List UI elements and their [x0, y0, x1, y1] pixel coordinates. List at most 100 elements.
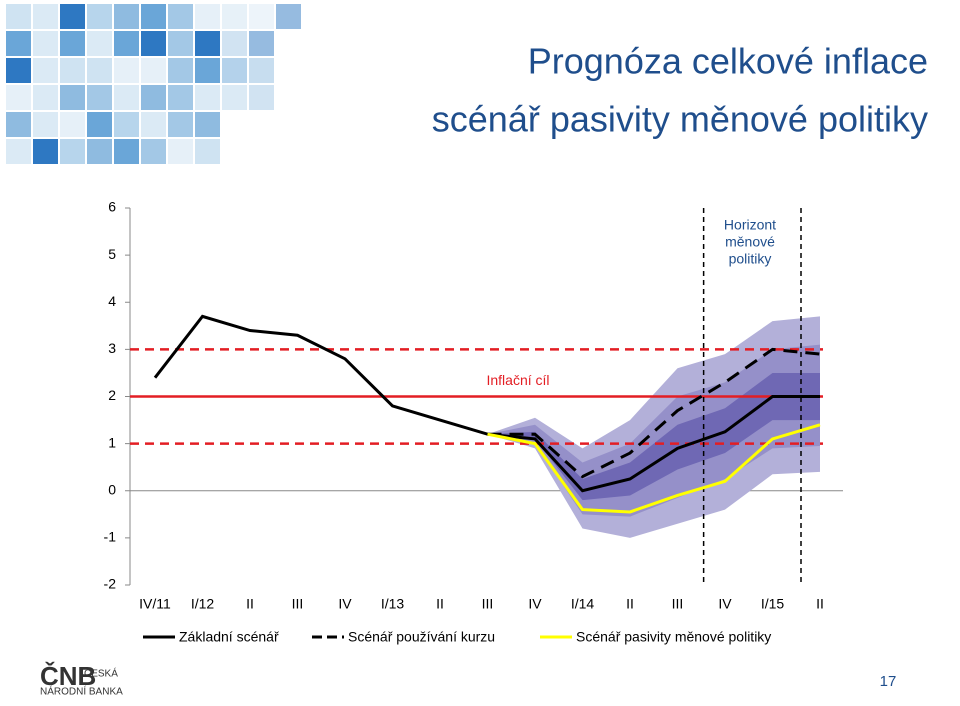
logo-text: ČESKÁ [84, 667, 118, 680]
x-tick-label: III [482, 596, 494, 612]
mosaic-tile [60, 4, 85, 29]
mosaic-tile [168, 85, 193, 110]
mosaic-tile [249, 85, 274, 110]
y-tick-label: 6 [108, 199, 116, 215]
x-tick-label: III [672, 596, 684, 612]
x-tick-label: I/14 [571, 596, 595, 612]
slide-title: Prognóza celkové inflace [528, 41, 928, 82]
mosaic-tile [222, 31, 247, 56]
mosaic-tile [141, 31, 166, 56]
mosaic-tile [114, 85, 139, 110]
mosaic-tile [87, 139, 112, 164]
mosaic-tile [114, 139, 139, 164]
mosaic-tile [33, 31, 58, 56]
mosaic-tile [195, 139, 220, 164]
mosaic-tile [168, 4, 193, 29]
x-tick-label: I/12 [191, 596, 215, 612]
mosaic-tile [114, 58, 139, 83]
mosaic-tile [87, 31, 112, 56]
mosaic-tile [249, 31, 274, 56]
x-tick-label: IV [338, 596, 352, 612]
mosaic-tile [114, 112, 139, 137]
mosaic-tile [33, 85, 58, 110]
mosaic-tile [195, 4, 220, 29]
mosaic-tile [195, 112, 220, 137]
y-tick-label: 2 [108, 387, 116, 403]
y-tick-label: 0 [108, 481, 116, 497]
mosaic-tile [114, 31, 139, 56]
mosaic-tile [6, 58, 31, 83]
logo-text: NÁRODNÍ BANKA [40, 685, 123, 698]
mosaic-tile [222, 85, 247, 110]
mosaic-tile [141, 85, 166, 110]
mosaic-tile [141, 58, 166, 83]
mosaic-tile [141, 139, 166, 164]
mosaic-tile [33, 4, 58, 29]
y-tick-label: -1 [104, 529, 117, 545]
y-tick-label: 4 [108, 293, 116, 309]
logo: ČNB [40, 661, 96, 691]
mosaic-tile [87, 85, 112, 110]
x-tick-label: I/15 [761, 596, 785, 612]
mosaic-tile [60, 58, 85, 83]
mosaic-tile [195, 85, 220, 110]
series-line [487, 423, 821, 514]
mosaic-tile [87, 58, 112, 83]
mosaic-tile [168, 31, 193, 56]
mosaic-tile [33, 58, 58, 83]
x-tick-label: II [436, 596, 444, 612]
x-tick-label: II [626, 596, 634, 612]
mosaic-tile [33, 112, 58, 137]
x-tick-label: IV [718, 596, 732, 612]
mosaic-tile [195, 31, 220, 56]
fan-band [487, 372, 820, 501]
mosaic-tile [168, 112, 193, 137]
x-tick-label: II [816, 596, 824, 612]
y-tick-label: 3 [108, 340, 116, 356]
mosaic-tile [168, 139, 193, 164]
mosaic-tile [249, 4, 274, 29]
mosaic-tile [60, 112, 85, 137]
mosaic-tile [222, 4, 247, 29]
legend-label: Scénář používání kurzu [348, 629, 495, 645]
slide-subtitle: scénář pasivity měnové politiky [432, 99, 928, 140]
target-label: Inflační cíl [486, 372, 549, 388]
header-mosaic [6, 4, 301, 164]
mosaic-tile [6, 85, 31, 110]
legend-label: Scénář pasivity měnové politiky [576, 629, 771, 645]
x-tick-label: IV/11 [139, 596, 171, 612]
x-tick-label: III [292, 596, 304, 612]
y-tick-label: 5 [108, 246, 116, 262]
mosaic-tile [222, 58, 247, 83]
series-line [487, 347, 821, 479]
x-tick-label: II [246, 596, 254, 612]
mosaic-tile [60, 31, 85, 56]
x-tick-label: IV [528, 596, 542, 612]
x-tick-label: I/13 [381, 596, 405, 612]
mosaic-tile [33, 139, 58, 164]
mosaic-tile [60, 139, 85, 164]
mosaic-tile [87, 4, 112, 29]
mosaic-tile [60, 85, 85, 110]
horizon-label: měnové [725, 234, 775, 250]
mosaic-tile [6, 4, 31, 29]
mosaic-tile [6, 112, 31, 137]
mosaic-tile [141, 4, 166, 29]
mosaic-tile [276, 4, 301, 29]
mosaic-tile [87, 112, 112, 137]
mosaic-tile [6, 139, 31, 164]
mosaic-tile [168, 58, 193, 83]
mosaic-tile [249, 58, 274, 83]
horizon-label: politiky [729, 251, 772, 267]
mosaic-tile [114, 4, 139, 29]
mosaic-tile [6, 31, 31, 56]
horizon-label: Horizont [724, 217, 776, 233]
page-number: 17 [880, 673, 897, 690]
legend-label: Základní scénář [179, 629, 279, 645]
mosaic-tile [195, 58, 220, 83]
y-tick-label: -2 [104, 576, 117, 592]
mosaic-tile [141, 112, 166, 137]
